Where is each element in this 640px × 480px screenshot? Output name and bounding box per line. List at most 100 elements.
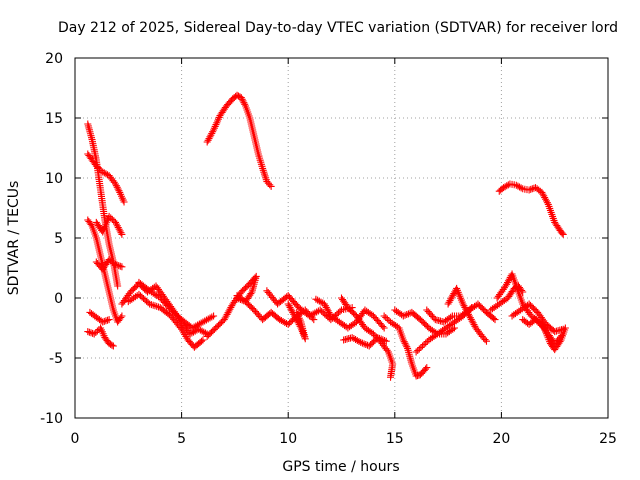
data-point [147,301,155,309]
plot-frame [74,57,609,419]
data-point [118,263,126,271]
x-tick-label: 20 [492,431,510,447]
data-point [124,298,132,306]
data-point [526,310,534,318]
data-point [210,312,218,320]
data-point [422,339,430,347]
data-point [517,184,525,192]
data-point [206,314,214,322]
data-point [417,344,425,351]
data-point [118,230,126,238]
data-point [99,318,107,326]
data-point [379,336,387,344]
data-point [102,317,110,325]
data-point [360,340,368,348]
data-point [383,346,391,354]
data-point [490,314,498,322]
data-point [204,315,212,323]
y-tick-label: -5 [49,351,63,367]
data-points [84,91,569,381]
data-point [401,311,409,319]
data-point [311,309,319,317]
data-point [208,313,216,321]
data-point [241,100,249,108]
data-point [149,301,157,309]
y-tick-label: 15 [45,111,63,127]
data-point [403,343,411,351]
data-point [380,312,388,320]
data-point [559,230,567,238]
data-point [402,341,410,349]
data-point [530,184,538,192]
data-point [87,221,95,228]
data-point [131,293,139,301]
y-tick-label: 20 [45,51,63,67]
data-point [115,262,123,270]
y-tick-label: -10 [40,411,63,427]
data-point [237,94,245,102]
data-point [93,327,101,335]
data-point [482,337,490,345]
data-point [107,214,115,222]
grid [75,58,608,418]
data-point [153,302,161,310]
data-point [420,341,428,348]
x-tick-label: 25 [599,431,617,447]
data-point [400,338,408,346]
data-point [92,162,100,170]
data-point [238,95,246,103]
data-point [239,97,247,105]
data-point [112,180,120,188]
data-point [379,323,387,330]
data-point [105,212,113,220]
data-point [85,328,93,336]
data-point [293,308,301,316]
data-point [130,294,138,302]
data-point [450,324,458,332]
data-point [374,334,382,342]
data-point [380,324,388,332]
data-point [96,165,104,173]
data-point [313,308,321,316]
data-point [201,317,209,325]
y-tick-label: 5 [54,231,63,247]
data-point [260,168,268,176]
data-point [199,318,207,326]
data-point [117,229,125,237]
data-point [126,296,134,304]
data-point [412,348,420,356]
data-point [423,364,431,372]
data-point [403,311,411,319]
data-point [543,199,551,207]
data-point [113,261,121,269]
data-point [146,300,154,308]
data-point [195,320,203,328]
data-point [113,183,121,191]
data-point [382,314,390,321]
data-point [194,321,202,329]
data-point [351,319,359,327]
data-point [414,347,422,354]
y-tick-label: 10 [45,171,63,187]
data-point [84,328,92,336]
data-point [401,339,409,347]
data-point [355,337,363,345]
data-point [109,342,117,350]
data-point [114,282,122,290]
data-point [114,185,122,193]
data-point [358,339,366,347]
data-point [375,334,383,342]
data-point [104,316,112,324]
data-point [306,312,314,320]
data-point [153,292,161,300]
data-point [357,338,365,346]
data-point [151,302,159,310]
data-point [399,336,407,344]
data-point [209,128,217,136]
data-point [120,198,128,206]
data-point [382,337,390,345]
data-point [149,289,157,297]
data-point [90,330,98,338]
y-tick-label: 0 [54,291,63,307]
data-point [387,373,395,381]
